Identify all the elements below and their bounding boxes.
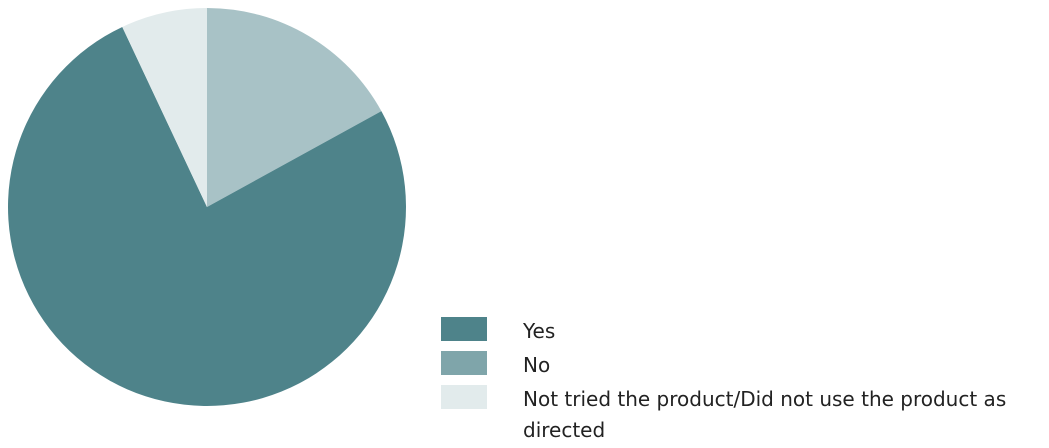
legend-swatch-yes — [441, 317, 487, 341]
legend-item-no: No — [441, 350, 1041, 384]
legend-item-not-tried: Not tried the product/Did not use the pr… — [441, 384, 1041, 442]
legend: Yes No Not tried the product/Did not use… — [441, 316, 1041, 442]
legend-swatch-no — [441, 351, 487, 375]
pie-slice-not-tried — [122, 8, 207, 207]
legend-label-no: No — [523, 353, 551, 377]
legend-item-yes: Yes — [441, 316, 1041, 350]
legend-label-yes: Yes — [523, 319, 556, 343]
legend-swatch-not-tried — [441, 385, 487, 409]
pie-slice-no — [207, 8, 382, 207]
pie-slice-yes — [8, 26, 407, 406]
legend-label-not-tried: Not tried the product/Did not use the pr… — [523, 387, 1007, 442]
